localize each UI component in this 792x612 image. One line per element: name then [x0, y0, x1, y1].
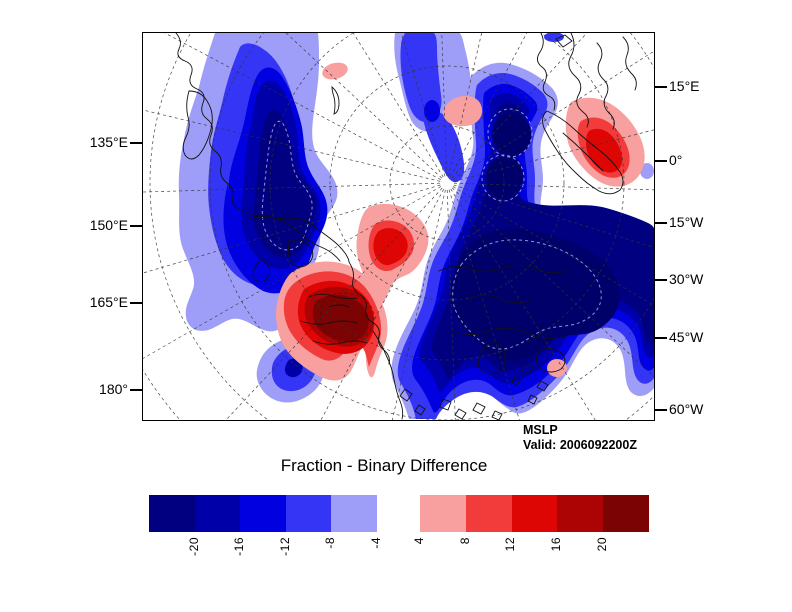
graticule-parallel	[269, 33, 625, 361]
colorbar-positive-tick-label: 8	[458, 537, 472, 545]
colorbar-negative-cell-2	[240, 495, 286, 532]
graticule-parallel	[329, 65, 565, 301]
colorbar-positive-cell-1	[465, 495, 512, 532]
plot-title: Fraction - Binary Difference	[280, 456, 488, 475]
left-axis-label: 180°	[99, 381, 128, 397]
right-axis-label: 0°	[669, 152, 683, 168]
left-axis-label: 165°E	[89, 294, 128, 310]
contour-map	[143, 33, 654, 420]
colorbar-negative-tick-label: -20	[187, 537, 201, 556]
colorbar-positive	[420, 495, 649, 532]
right-axis-label: 60°W	[669, 401, 704, 417]
colorbar-positive-tick-label: 16	[549, 537, 563, 552]
colorbar-negative-cell-4	[331, 495, 377, 532]
right-axis-tick	[655, 409, 667, 411]
right-axis-label: 45°W	[669, 329, 704, 345]
colorbar-positive-cell-0	[420, 495, 466, 532]
colorbar-negative-tick-label: -16	[232, 537, 246, 556]
left-axis-tick	[130, 302, 142, 304]
colorbar-negative-tick-label: -12	[278, 537, 292, 556]
colorbar-positive-cell-3	[557, 495, 604, 532]
right-axis-tick	[655, 337, 667, 339]
right-axis-tick	[655, 160, 667, 162]
left-axis-tick	[130, 389, 142, 391]
graticule-parallel	[389, 125, 505, 241]
map-plot-area	[142, 32, 655, 421]
left-axis-tick	[130, 225, 142, 227]
colorbar-positive-cell-2	[511, 495, 558, 532]
field-valid-annotation: MSLP Valid: 2006092200Z	[523, 423, 637, 452]
right-axis-tick	[655, 279, 667, 281]
colorbar-negative	[149, 495, 377, 532]
colorbar-negative-cell-0	[149, 495, 195, 532]
left-axis-tick	[130, 142, 142, 144]
right-axis-label: 30°W	[669, 271, 704, 287]
right-axis-label: 15°W	[669, 214, 704, 230]
colorbar-positive-cell-4	[603, 495, 649, 532]
colorbar-negative-cell-1	[194, 495, 241, 532]
graticule-parallel	[149, 33, 654, 420]
colorbar-negative-cell-3	[285, 495, 332, 532]
valid-time: Valid: 2006092200Z	[523, 437, 637, 452]
left-axis-label: 150°E	[89, 217, 128, 233]
colorbar-positive-tick-label: 4	[412, 537, 426, 545]
left-axis-label: 135°E	[89, 134, 128, 150]
field-name: MSLP	[523, 423, 558, 437]
colorbar-positive-tick-label: 20	[595, 537, 609, 552]
right-axis-label: 15°E	[669, 78, 700, 94]
colorbar-negative-tick-label: -4	[369, 537, 383, 549]
colorbar-negative-tick-label: -8	[323, 537, 337, 549]
right-axis-tick	[655, 86, 667, 88]
graticule-parallel	[209, 33, 654, 420]
right-axis-tick	[655, 222, 667, 224]
colorbar-positive-tick-label: 12	[503, 537, 517, 552]
